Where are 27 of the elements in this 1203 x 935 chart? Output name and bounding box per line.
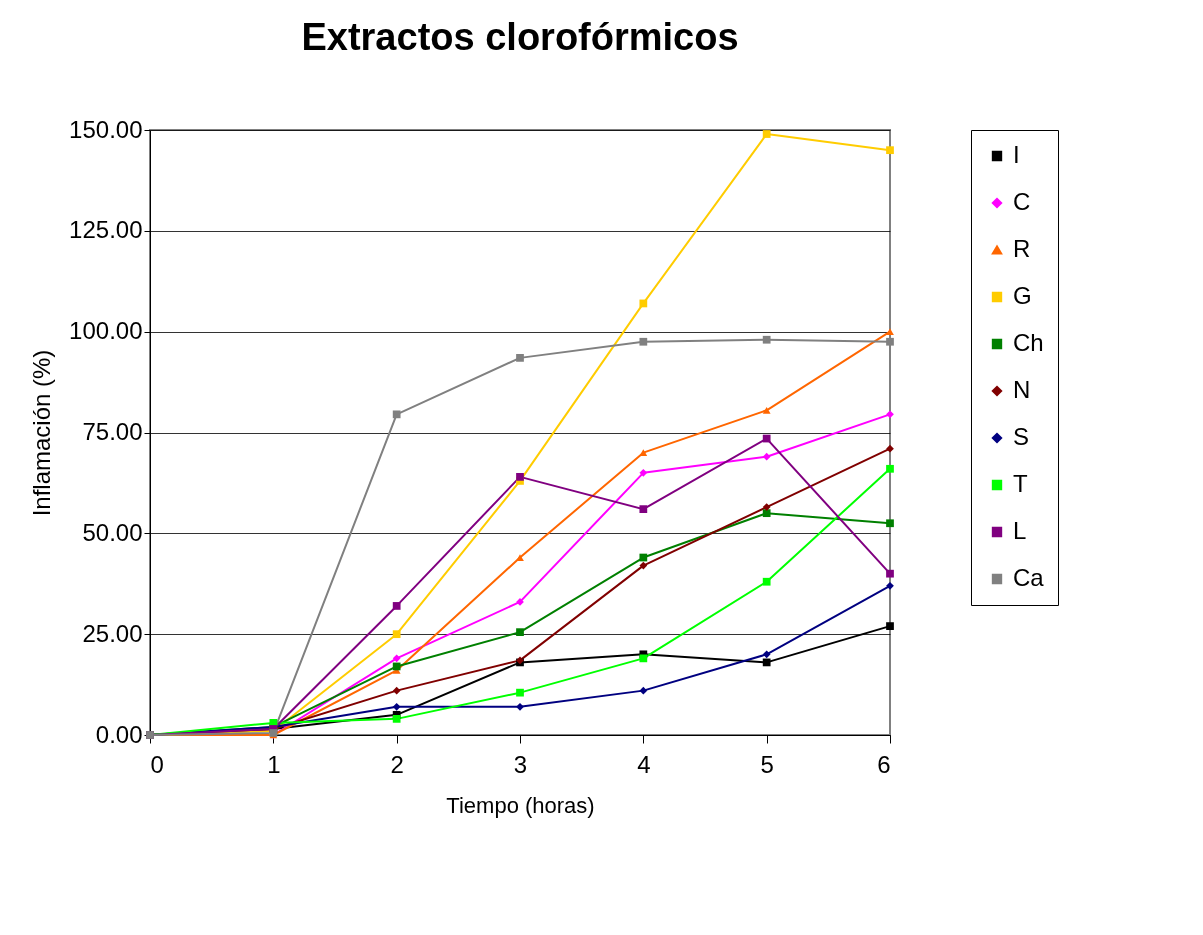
y-tick-label: 50.00 bbox=[82, 518, 143, 546]
x-tick-label: 6 bbox=[877, 750, 891, 778]
legend-label: N bbox=[1013, 376, 1031, 403]
y-tick-label: 150.00 bbox=[69, 115, 143, 143]
x-tick-label: 4 bbox=[637, 750, 651, 778]
chart-title: Extractos clorofórmicos bbox=[301, 16, 739, 58]
x-tick-label: 0 bbox=[150, 750, 164, 778]
legend-label: I bbox=[1013, 141, 1020, 168]
x-tick-label: 2 bbox=[390, 750, 404, 778]
y-tick-label: 100.00 bbox=[69, 317, 143, 345]
legend-label: T bbox=[1013, 470, 1028, 497]
y-tick-label: 125.00 bbox=[69, 216, 143, 244]
legend-label: Ch bbox=[1013, 329, 1044, 356]
legend-label: L bbox=[1013, 517, 1027, 544]
y-tick-label: 0.00 bbox=[95, 720, 143, 748]
legend-label: Ca bbox=[1013, 564, 1045, 591]
x-axis-title: Tiempo (horas) bbox=[446, 792, 595, 818]
y-tick-label: 75.00 bbox=[82, 418, 143, 445]
y-axis-title: Inflamación (%) bbox=[28, 349, 56, 517]
legend-label: C bbox=[1013, 188, 1031, 215]
legend-label: G bbox=[1013, 282, 1032, 309]
legend-label: S bbox=[1013, 423, 1030, 450]
x-tick-label: 5 bbox=[760, 750, 774, 778]
legend-label: R bbox=[1013, 235, 1031, 262]
y-tick-label: 25.00 bbox=[82, 619, 143, 647]
x-tick-label: 1 bbox=[267, 750, 281, 778]
x-tick-label: 3 bbox=[513, 750, 528, 778]
